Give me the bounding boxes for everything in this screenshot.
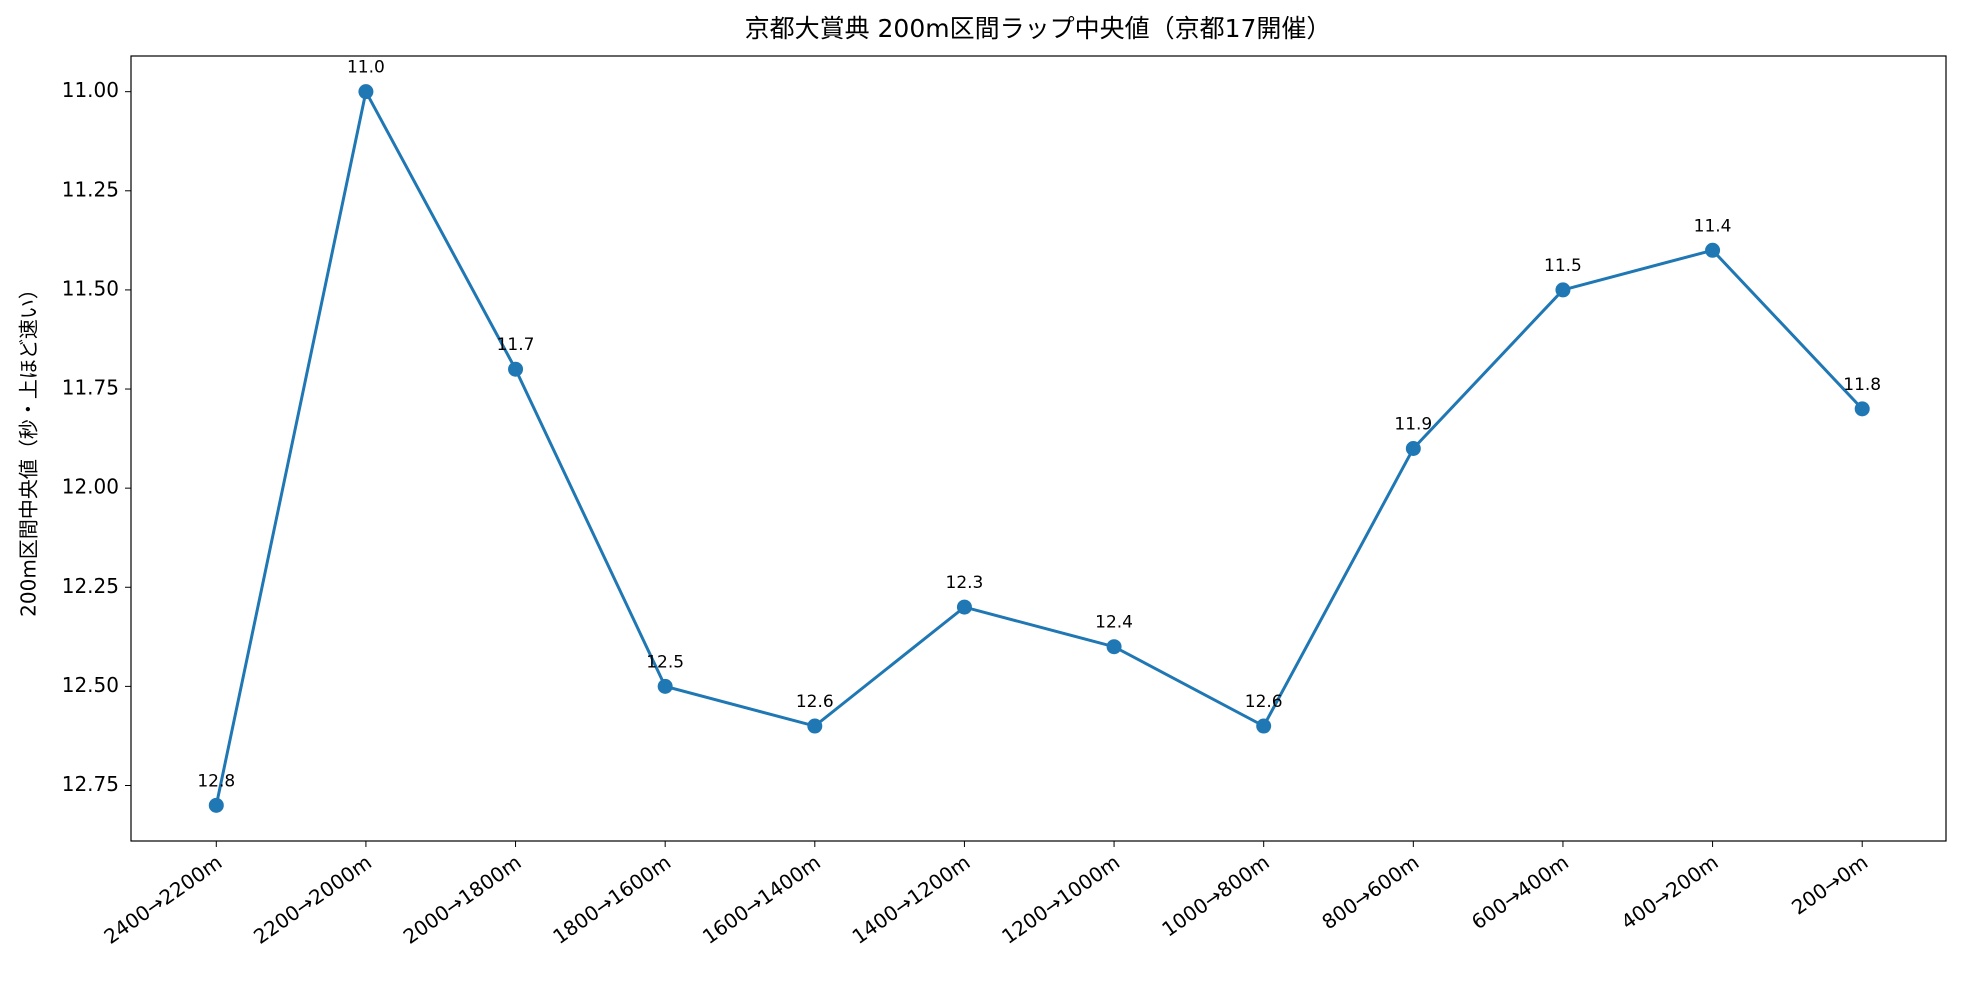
data-label: 11.5 xyxy=(1544,256,1582,276)
data-label: 12.8 xyxy=(197,771,235,791)
data-label: 12.3 xyxy=(946,573,984,593)
data-point xyxy=(1106,639,1122,655)
y-tick-label: 11.25 xyxy=(62,177,119,201)
data-point xyxy=(358,84,374,100)
data-point xyxy=(956,599,972,615)
data-label: 11.0 xyxy=(347,58,385,78)
data-point xyxy=(1555,282,1571,298)
data-label: 11.9 xyxy=(1394,415,1432,435)
data-point xyxy=(657,678,673,694)
data-label: 12.5 xyxy=(646,652,684,672)
data-label: 11.4 xyxy=(1694,216,1732,236)
plot-frame xyxy=(130,55,1947,842)
y-tick-label: 12.50 xyxy=(62,673,119,697)
y-tick-label: 11.75 xyxy=(62,376,119,400)
data-label: 11.8 xyxy=(1843,375,1881,395)
data-point xyxy=(807,718,823,734)
data-point xyxy=(1705,242,1721,258)
series-line xyxy=(214,87,1864,806)
data-point xyxy=(1854,401,1870,417)
y-tick-label: 12.00 xyxy=(62,475,119,499)
chart-title: 京都大賞典 200m区間ラップ中央値（京都17開催） xyxy=(745,14,1332,43)
y-tick-label: 11.50 xyxy=(62,276,119,300)
y-tick-label: 12.75 xyxy=(62,772,119,796)
data-label: 12.6 xyxy=(796,692,834,712)
y-tick-label: 12.25 xyxy=(62,574,119,598)
data-label: 11.7 xyxy=(497,335,535,355)
y-tick-label: 11.00 xyxy=(62,78,119,102)
data-point xyxy=(508,361,524,377)
data-point xyxy=(1256,718,1272,734)
data-point xyxy=(1405,441,1421,456)
data-point xyxy=(208,797,224,813)
y-axis-label: 200m区間中央値（秒・上ほど速い） xyxy=(17,279,41,617)
data-label: 12.4 xyxy=(1095,613,1133,633)
data-label: 12.6 xyxy=(1245,692,1283,712)
